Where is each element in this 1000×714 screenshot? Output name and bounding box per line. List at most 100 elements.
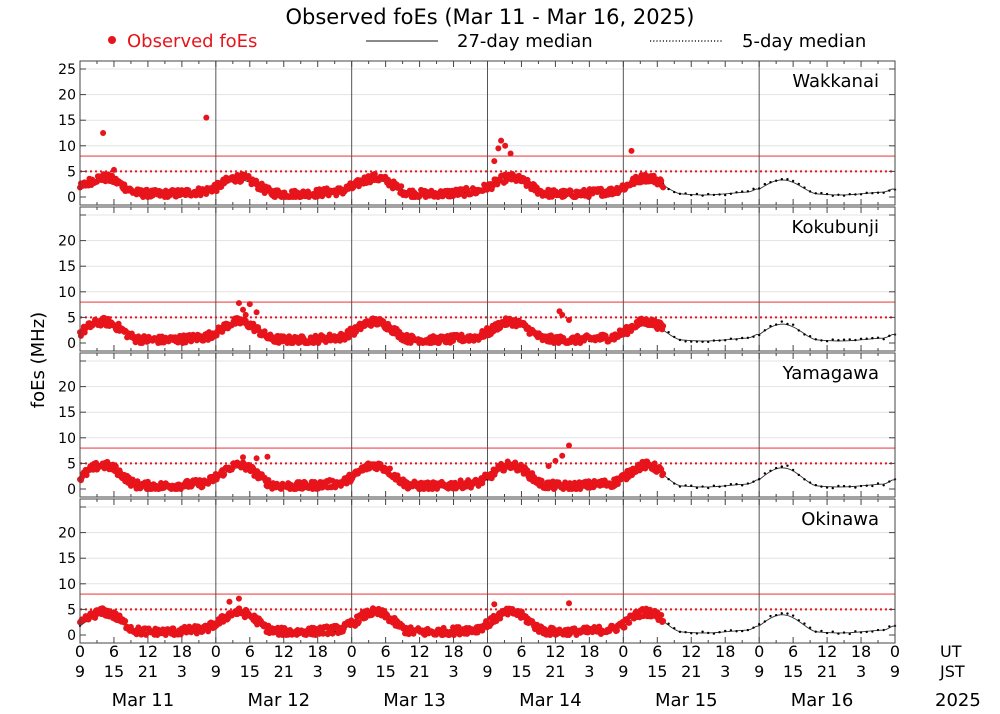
median-5day-point [888,625,891,628]
ut-label: UT [940,642,962,661]
median-5day-point [707,631,710,635]
observed-spike [507,150,514,157]
legend-5day-label: 5-day median [742,31,866,52]
observed-point [122,618,129,625]
median-5day-point [712,632,716,635]
median-5day-point [848,193,851,196]
observed-point [320,630,327,637]
median-5day-point [690,193,693,197]
y-tick-label: 20 [58,526,76,542]
median-5day-point [757,333,761,337]
day-label: Mar 12 [247,690,310,711]
median-5day-point [876,482,880,485]
observed-point [371,171,378,178]
median-5day-point [825,486,829,489]
x-axis: 0 6 12 18 0 6 12 18 0 6 12 18 0 6 12 18 0 6 12 18 0 6 12 18 09 15… [75,642,981,711]
median-5day-point [690,484,693,487]
observed-spike [566,442,572,449]
median-5day-point [842,338,846,341]
x-tick-label-ut: 6 [516,642,526,661]
observed-spike [240,306,246,313]
x-tick-label-jst: 9 [211,662,221,681]
day-label: Mar 14 [519,690,582,711]
observed-point [353,328,360,335]
median-5day-point [791,468,795,472]
median-5day-point [690,632,693,635]
median-5day-point [695,340,699,343]
median-5day-point [865,191,868,195]
y-tick-label: 15 [58,259,76,275]
median-5day-point [837,484,840,488]
observed-spike [253,455,260,462]
observed-point [221,471,228,478]
legend-27day-label: 27-day median [457,31,593,52]
median-5day-point [763,472,767,475]
observed-spike [628,147,635,154]
median-5day-point [729,629,733,632]
x-tick-label-ut: 6 [652,642,662,661]
median-5day-point [791,323,795,326]
median-5day-point [769,614,772,618]
median-5day-point [831,194,834,197]
median-5day-point [707,340,710,344]
median-5day-point [797,619,800,622]
median-5day-point [803,186,806,189]
x-tick-label-jst: 9 [75,662,85,681]
observed-point [660,322,667,329]
median-5day-point [769,181,772,184]
observed-point [658,612,665,619]
median-5day-point [820,191,823,195]
median-5day-point [786,464,789,467]
x-tick-label-ut: 0 [890,642,900,661]
x-tick-label-ut: 18 [715,642,735,661]
median-5day-point [786,177,789,181]
observed-spike [203,114,210,121]
median-5day-point [752,480,755,483]
median-5day-point [825,340,829,343]
observed-point [626,619,633,626]
median-5day-point [854,193,857,196]
median-5day-point [735,482,738,486]
y-tick-label: 15 [58,405,76,421]
observed-point [479,627,486,634]
x-tick-label-jst: 15 [240,662,260,681]
median-5day-point [746,190,750,193]
median-5day-point [673,190,676,194]
y-tick-label: 0 [67,336,76,352]
median-5day-point [724,484,727,488]
median-5day-point [757,477,761,481]
observed-point [407,339,414,346]
x-tick-label-jst: 21 [817,662,837,681]
median-5day-point [769,324,772,328]
x-tick-label-ut: 0 [482,642,492,661]
median-5day-point [797,473,800,477]
observed-point [651,460,658,467]
median-5day-point [735,191,738,194]
x-tick-label-jst: 9 [890,662,900,681]
y-tick-label: 5 [67,456,76,472]
median-5day-point [718,339,721,342]
x-tick-label-jst: 9 [482,662,492,681]
x-tick-label-jst: 15 [104,662,124,681]
median-5day-point [774,323,778,326]
x-tick-label-jst: 9 [754,662,764,681]
observed-point [143,186,150,193]
median-5day-point [774,613,778,617]
y-tick-label: 0 [67,628,76,644]
median-5day-point [724,629,727,633]
median-5day-point [814,630,817,633]
median-5day-point [854,486,857,489]
median-5day-point [684,192,687,195]
x-tick-label-jst: 15 [783,662,803,681]
observed-point [380,318,387,325]
jst-label: JST [939,662,965,681]
observed-spike [491,158,498,165]
observed-spike [552,457,559,464]
y-tick-label: 15 [58,113,76,129]
median-5day-point [735,630,738,633]
median-5day-point [752,187,755,191]
station-name-wakkanai: Wakkanai [792,71,879,92]
x-tick-label-jst: 3 [720,662,730,681]
x-tick-label-jst: 3 [584,662,594,681]
